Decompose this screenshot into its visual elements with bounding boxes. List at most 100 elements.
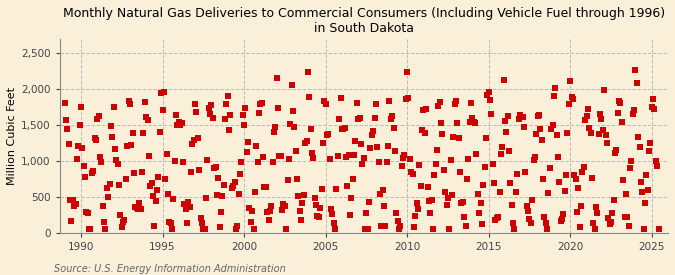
Point: [222, 94, 233, 98]
Point: [63, 142, 74, 146]
Title: Monthly Natural Gas Deliveries to Commercial Consumers (Including Vehicle Fuel t: Monthly Natural Gas Deliveries to Commer…: [63, 7, 665, 35]
Point: [632, 134, 643, 139]
Point: [332, 154, 343, 159]
Point: [439, 168, 450, 173]
Point: [140, 100, 151, 104]
Point: [531, 132, 541, 137]
Point: [447, 193, 458, 197]
Point: [278, 202, 289, 206]
Point: [458, 200, 468, 204]
Point: [574, 225, 585, 229]
Point: [85, 227, 96, 231]
Point: [230, 227, 241, 231]
Point: [522, 209, 533, 213]
Point: [256, 101, 267, 106]
Point: [270, 125, 281, 129]
Point: [277, 208, 288, 213]
Point: [76, 104, 86, 109]
Point: [577, 170, 588, 175]
Point: [188, 138, 199, 142]
Point: [325, 206, 336, 211]
Point: [376, 224, 387, 228]
Point: [340, 126, 350, 130]
Point: [485, 98, 495, 102]
Point: [475, 200, 486, 205]
Point: [333, 117, 344, 121]
Point: [178, 160, 188, 164]
Point: [521, 204, 532, 208]
Point: [372, 145, 383, 149]
Point: [635, 180, 646, 184]
Point: [419, 131, 430, 136]
Point: [651, 159, 661, 163]
Point: [141, 115, 152, 119]
Point: [391, 211, 402, 215]
Point: [275, 153, 286, 158]
Point: [411, 201, 422, 205]
Point: [649, 106, 660, 111]
Point: [482, 93, 493, 98]
Point: [338, 127, 349, 132]
Point: [562, 131, 573, 135]
Point: [518, 125, 529, 130]
Point: [215, 210, 226, 214]
Point: [652, 164, 663, 169]
Point: [618, 178, 628, 183]
Point: [444, 227, 455, 231]
Point: [134, 200, 145, 205]
Point: [452, 121, 463, 125]
Point: [588, 221, 599, 226]
Point: [619, 214, 630, 219]
Point: [505, 181, 516, 186]
Point: [315, 206, 325, 210]
Point: [529, 155, 540, 159]
Point: [583, 107, 593, 111]
Point: [218, 183, 229, 187]
Point: [232, 223, 242, 228]
Point: [410, 214, 421, 219]
Point: [368, 129, 379, 133]
Point: [616, 119, 627, 124]
Point: [107, 135, 117, 139]
Point: [146, 181, 157, 185]
Point: [558, 212, 569, 216]
Point: [369, 116, 380, 120]
Point: [312, 214, 323, 219]
Point: [89, 136, 100, 140]
Point: [624, 166, 635, 170]
Point: [168, 197, 179, 202]
Point: [68, 198, 78, 203]
Point: [96, 160, 107, 164]
Point: [331, 187, 342, 191]
Point: [226, 186, 237, 191]
Point: [604, 221, 615, 226]
Point: [127, 131, 138, 136]
Point: [101, 186, 112, 190]
Point: [627, 112, 638, 116]
Point: [468, 120, 479, 124]
Point: [133, 207, 144, 211]
Point: [159, 90, 169, 95]
Point: [487, 161, 498, 166]
Point: [163, 192, 173, 197]
Point: [69, 203, 80, 208]
Point: [615, 101, 626, 105]
Point: [206, 102, 217, 107]
Point: [123, 98, 134, 103]
Point: [392, 219, 403, 223]
Point: [490, 218, 501, 222]
Point: [160, 177, 171, 182]
Point: [302, 70, 313, 75]
Point: [105, 123, 116, 128]
Point: [433, 104, 443, 108]
Point: [229, 180, 240, 184]
Point: [310, 203, 321, 207]
Point: [367, 133, 377, 137]
Point: [182, 221, 192, 225]
Point: [137, 170, 148, 174]
Point: [362, 227, 373, 231]
Point: [416, 128, 427, 132]
Point: [70, 202, 81, 206]
Point: [425, 211, 435, 216]
Point: [261, 185, 271, 189]
